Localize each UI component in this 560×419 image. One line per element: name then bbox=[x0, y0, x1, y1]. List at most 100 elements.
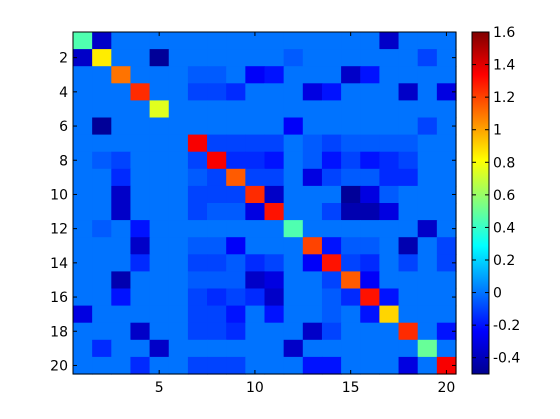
heatmap-cell bbox=[436, 100, 457, 119]
colorbar-tick-label: 0.2 bbox=[493, 253, 515, 269]
heatmap-cell bbox=[283, 203, 304, 221]
heatmap-cell bbox=[168, 168, 189, 187]
heatmap-cell bbox=[321, 356, 342, 375]
heatmap-cell bbox=[417, 237, 438, 255]
heatmap-cell bbox=[302, 83, 323, 101]
heatmap-cell bbox=[187, 271, 208, 290]
heatmap-cell bbox=[73, 66, 93, 84]
heatmap-cell bbox=[283, 220, 304, 238]
heatmap-cell bbox=[283, 305, 304, 324]
heatmap-cell bbox=[436, 237, 457, 255]
heatmap-cell bbox=[207, 49, 227, 67]
heatmap-cell bbox=[302, 237, 323, 255]
heatmap-cell bbox=[226, 271, 246, 290]
heatmap-cell bbox=[187, 254, 208, 272]
y-axis-ticks: 2 4 6 8 10 12 14 16 18 20 bbox=[50, 51, 456, 374]
heatmap-cell bbox=[379, 100, 400, 119]
heatmap-cell bbox=[264, 32, 285, 50]
heatmap-cell bbox=[283, 66, 304, 84]
heatmap-cell bbox=[341, 322, 361, 341]
heatmap-cell bbox=[264, 66, 285, 84]
heatmap-cell bbox=[360, 117, 380, 136]
heatmap-cell bbox=[321, 254, 342, 272]
heatmap-cell bbox=[92, 66, 112, 84]
heatmap-cell bbox=[111, 185, 132, 204]
heatmap-cell bbox=[321, 49, 342, 67]
heatmap-cell bbox=[436, 220, 457, 238]
heatmap-cell bbox=[398, 66, 419, 84]
heatmap-cell bbox=[436, 305, 457, 324]
heatmap-cell bbox=[360, 100, 380, 119]
heatmap-cell bbox=[436, 356, 457, 375]
heatmap-cell bbox=[436, 134, 457, 153]
heatmap-cell bbox=[436, 83, 457, 101]
heatmap-cell bbox=[130, 168, 151, 187]
heatmap-cell bbox=[92, 237, 112, 255]
heatmap-cell bbox=[321, 237, 342, 255]
heatmap-cell bbox=[149, 185, 170, 204]
heatmap-cell bbox=[283, 134, 304, 153]
heatmap-cell bbox=[436, 66, 457, 84]
heatmap-cell bbox=[398, 49, 419, 67]
heatmap-cell bbox=[360, 356, 380, 375]
heatmap-cell bbox=[245, 203, 266, 221]
heatmap-cell bbox=[168, 339, 189, 358]
heatmap-cell bbox=[379, 83, 400, 101]
heatmap-cell bbox=[321, 83, 342, 101]
heatmap-cell bbox=[360, 83, 380, 101]
heatmap-cell bbox=[226, 203, 246, 221]
heatmap-cell bbox=[341, 66, 361, 84]
heatmap-cell bbox=[207, 100, 227, 119]
heatmap-cell bbox=[283, 32, 304, 50]
heatmap-cell bbox=[283, 339, 304, 358]
heatmap-cell bbox=[92, 168, 112, 187]
heatmap-cell bbox=[341, 185, 361, 204]
y-tick-label: 8 bbox=[59, 153, 68, 169]
heatmap-cell bbox=[360, 203, 380, 221]
heatmap-cell bbox=[187, 288, 208, 307]
heatmap-cell bbox=[341, 305, 361, 324]
colorbar-tick-label: -0.2 bbox=[493, 318, 520, 334]
heatmap-cell bbox=[187, 117, 208, 136]
heatmap-cell bbox=[436, 32, 457, 50]
heatmap-cell bbox=[379, 339, 400, 358]
heatmap-cell bbox=[341, 49, 361, 67]
heatmap-cell bbox=[379, 168, 400, 187]
heatmap-cell bbox=[321, 100, 342, 119]
heatmap-cell bbox=[187, 151, 208, 170]
heatmap-cell bbox=[111, 271, 132, 290]
heatmap-cell bbox=[321, 185, 342, 204]
heatmap-cell bbox=[149, 322, 170, 341]
heatmap-cell bbox=[207, 220, 227, 238]
heatmap-cell bbox=[341, 254, 361, 272]
heatmap-cell bbox=[321, 151, 342, 170]
heatmap-cell bbox=[73, 288, 93, 307]
heatmap-cell bbox=[111, 305, 132, 324]
heatmap-cell bbox=[149, 66, 170, 84]
heatmap-cell bbox=[92, 83, 112, 101]
heatmap-cell bbox=[130, 185, 151, 204]
heatmap-cell bbox=[130, 237, 151, 255]
heatmap-cell bbox=[341, 117, 361, 136]
heatmap-cell bbox=[436, 288, 457, 307]
heatmap-cell bbox=[226, 237, 246, 255]
heatmap-cell bbox=[111, 322, 132, 341]
heatmap-cell bbox=[207, 254, 227, 272]
heatmap-cell bbox=[168, 49, 189, 67]
heatmap-cell bbox=[379, 305, 400, 324]
heatmap-cell bbox=[436, 322, 457, 341]
heatmap-cell bbox=[341, 168, 361, 187]
heatmap-cell bbox=[398, 100, 419, 119]
heatmap-cell bbox=[341, 83, 361, 101]
heatmap-cell bbox=[245, 49, 266, 67]
heatmap-cell bbox=[111, 100, 132, 119]
heatmap-cell bbox=[264, 134, 285, 153]
heatmap-cell bbox=[130, 49, 151, 67]
heatmap-cell bbox=[341, 203, 361, 221]
heatmap-cell bbox=[226, 32, 246, 50]
heatmap-cell bbox=[417, 151, 438, 170]
heatmap-cell bbox=[187, 203, 208, 221]
heatmap-cell bbox=[92, 339, 112, 358]
heatmap-cell bbox=[226, 49, 246, 67]
heatmap-cell bbox=[111, 237, 132, 255]
